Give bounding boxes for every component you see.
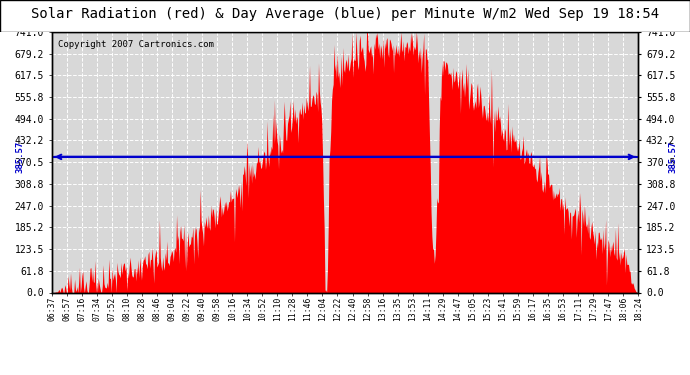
Text: 385.57: 385.57 bbox=[15, 141, 24, 173]
Text: 385.57: 385.57 bbox=[669, 141, 678, 173]
FancyBboxPatch shape bbox=[0, 0, 690, 32]
Text: Copyright 2007 Cartronics.com: Copyright 2007 Cartronics.com bbox=[58, 40, 213, 49]
Text: Solar Radiation (red) & Day Average (blue) per Minute W/m2 Wed Sep 19 18:54: Solar Radiation (red) & Day Average (blu… bbox=[31, 8, 659, 21]
